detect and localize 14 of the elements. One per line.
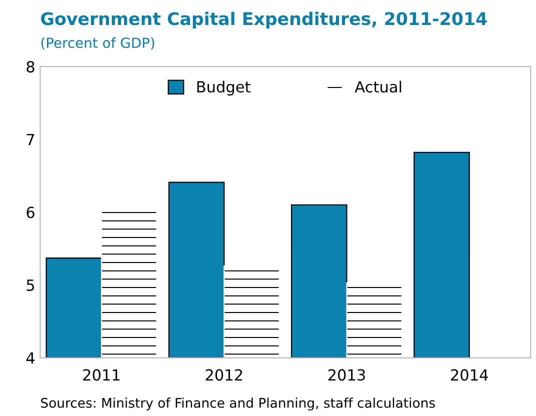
y-tick-label: 7: [26, 134, 34, 146]
legend-label: Actual: [354, 80, 402, 93]
x-tick-label: 2013: [328, 369, 365, 381]
y-tick-label: 5: [26, 280, 34, 291]
x-tick-label: 2011: [83, 369, 120, 381]
y-tick-label: 8: [26, 61, 34, 73]
y-tick-label: 6: [26, 206, 34, 218]
chart-subtitle: (Percent of GDP): [41, 37, 154, 50]
y-tick-label: 4: [26, 352, 34, 364]
legend-label: Budget: [197, 80, 250, 96]
x-tick-label: 2014: [451, 369, 488, 381]
x-tick-label: 2012: [206, 369, 242, 381]
source-note: Sources: Ministry of Finance and Planning, staff calculations: [41, 398, 435, 410]
chart-title: Government Capital Expenditures, 2011-2014: [41, 12, 487, 29]
